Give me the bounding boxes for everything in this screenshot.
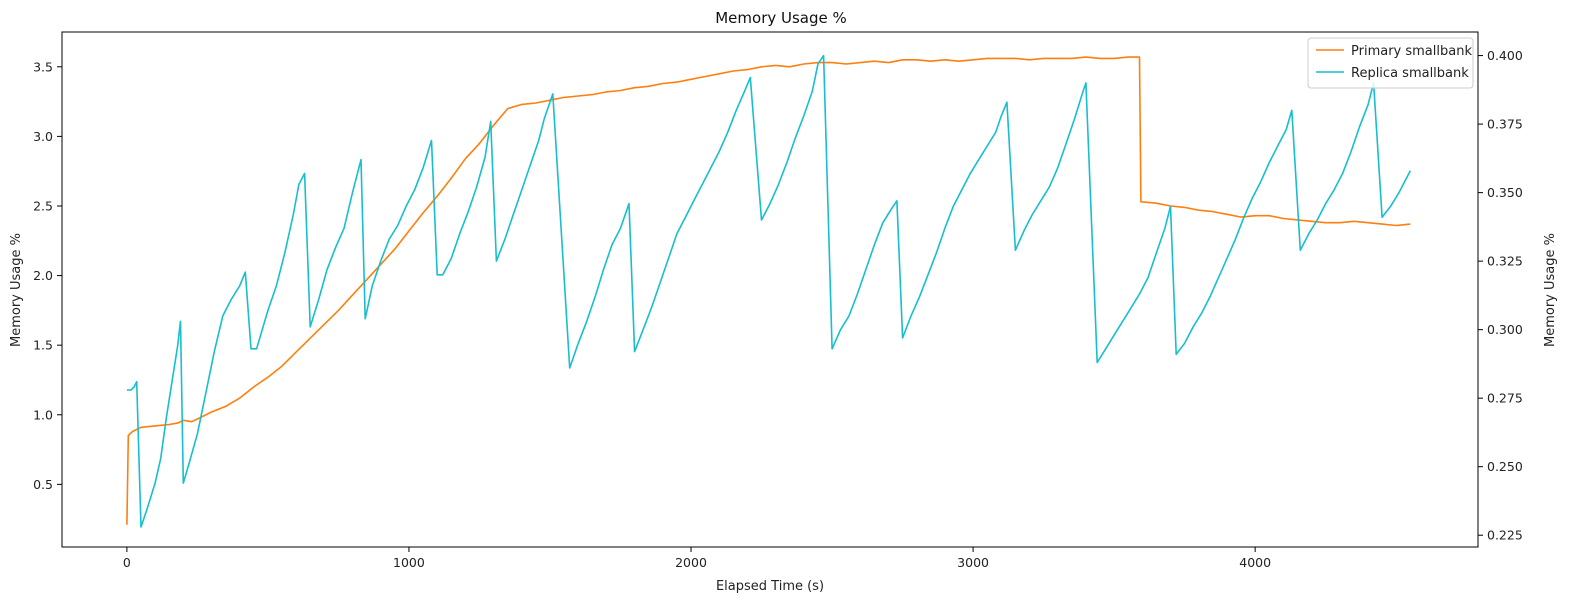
y-left-tick-label: 0.5: [33, 477, 53, 492]
y-right-tick-label: 0.225: [1487, 528, 1523, 543]
primary-smallbank-line: [126, 56, 1411, 525]
x-tick-label: 1000: [393, 555, 425, 570]
y-right-tick-label: 0.400: [1487, 48, 1523, 63]
legend: Primary smallbank Replica smallbank: [1307, 37, 1474, 89]
y-right-tick-label: 0.300: [1487, 322, 1523, 337]
y-left-axis-label: Memory Usage %: [9, 233, 24, 347]
y-right-tick-label: 0.325: [1487, 254, 1523, 269]
y-right-axis-ticks: 0.225 0.250 0.275 0.300 0.325 0.350 0.375 0.400: [1478, 48, 1523, 543]
y-left-tick-label: 1.0: [33, 407, 53, 422]
y-right-axis-label: Memory Usage %: [1543, 233, 1558, 347]
legend-label-primary: Primary smallbank: [1351, 44, 1472, 59]
x-axis-label: Elapsed Time (s): [716, 579, 824, 594]
plot-frame: [61, 31, 1479, 548]
replica-smallbank-line: [126, 54, 1412, 528]
y-left-tick-label: 2.0: [33, 268, 53, 283]
x-tick-label: 4000: [1239, 555, 1271, 570]
x-tick-label: 2000: [675, 555, 707, 570]
y-right-tick-label: 0.375: [1487, 117, 1523, 132]
plot-area: [126, 54, 1412, 528]
x-tick-label: 0: [123, 555, 131, 570]
legend-label-replica: Replica smallbank: [1351, 66, 1469, 81]
y-left-tick-label: 3.5: [33, 59, 53, 74]
legend-box: [1307, 37, 1474, 89]
y-left-tick-label: 2.5: [33, 198, 53, 213]
chart-title: Memory Usage %: [715, 9, 847, 27]
y-right-tick-label: 0.350: [1487, 185, 1523, 200]
y-right-tick-label: 0.250: [1487, 459, 1523, 474]
y-left-tick-label: 1.5: [33, 338, 53, 353]
y-left-axis-ticks: 0.5 1.0 1.5 2.0 2.5 3.0 3.5: [33, 59, 62, 492]
x-tick-label: 3000: [957, 555, 989, 570]
y-left-tick-label: 3.0: [33, 129, 53, 144]
y-right-tick-label: 0.275: [1487, 391, 1523, 406]
x-axis-ticks: 0 1000 2000 3000 4000: [123, 547, 1271, 570]
